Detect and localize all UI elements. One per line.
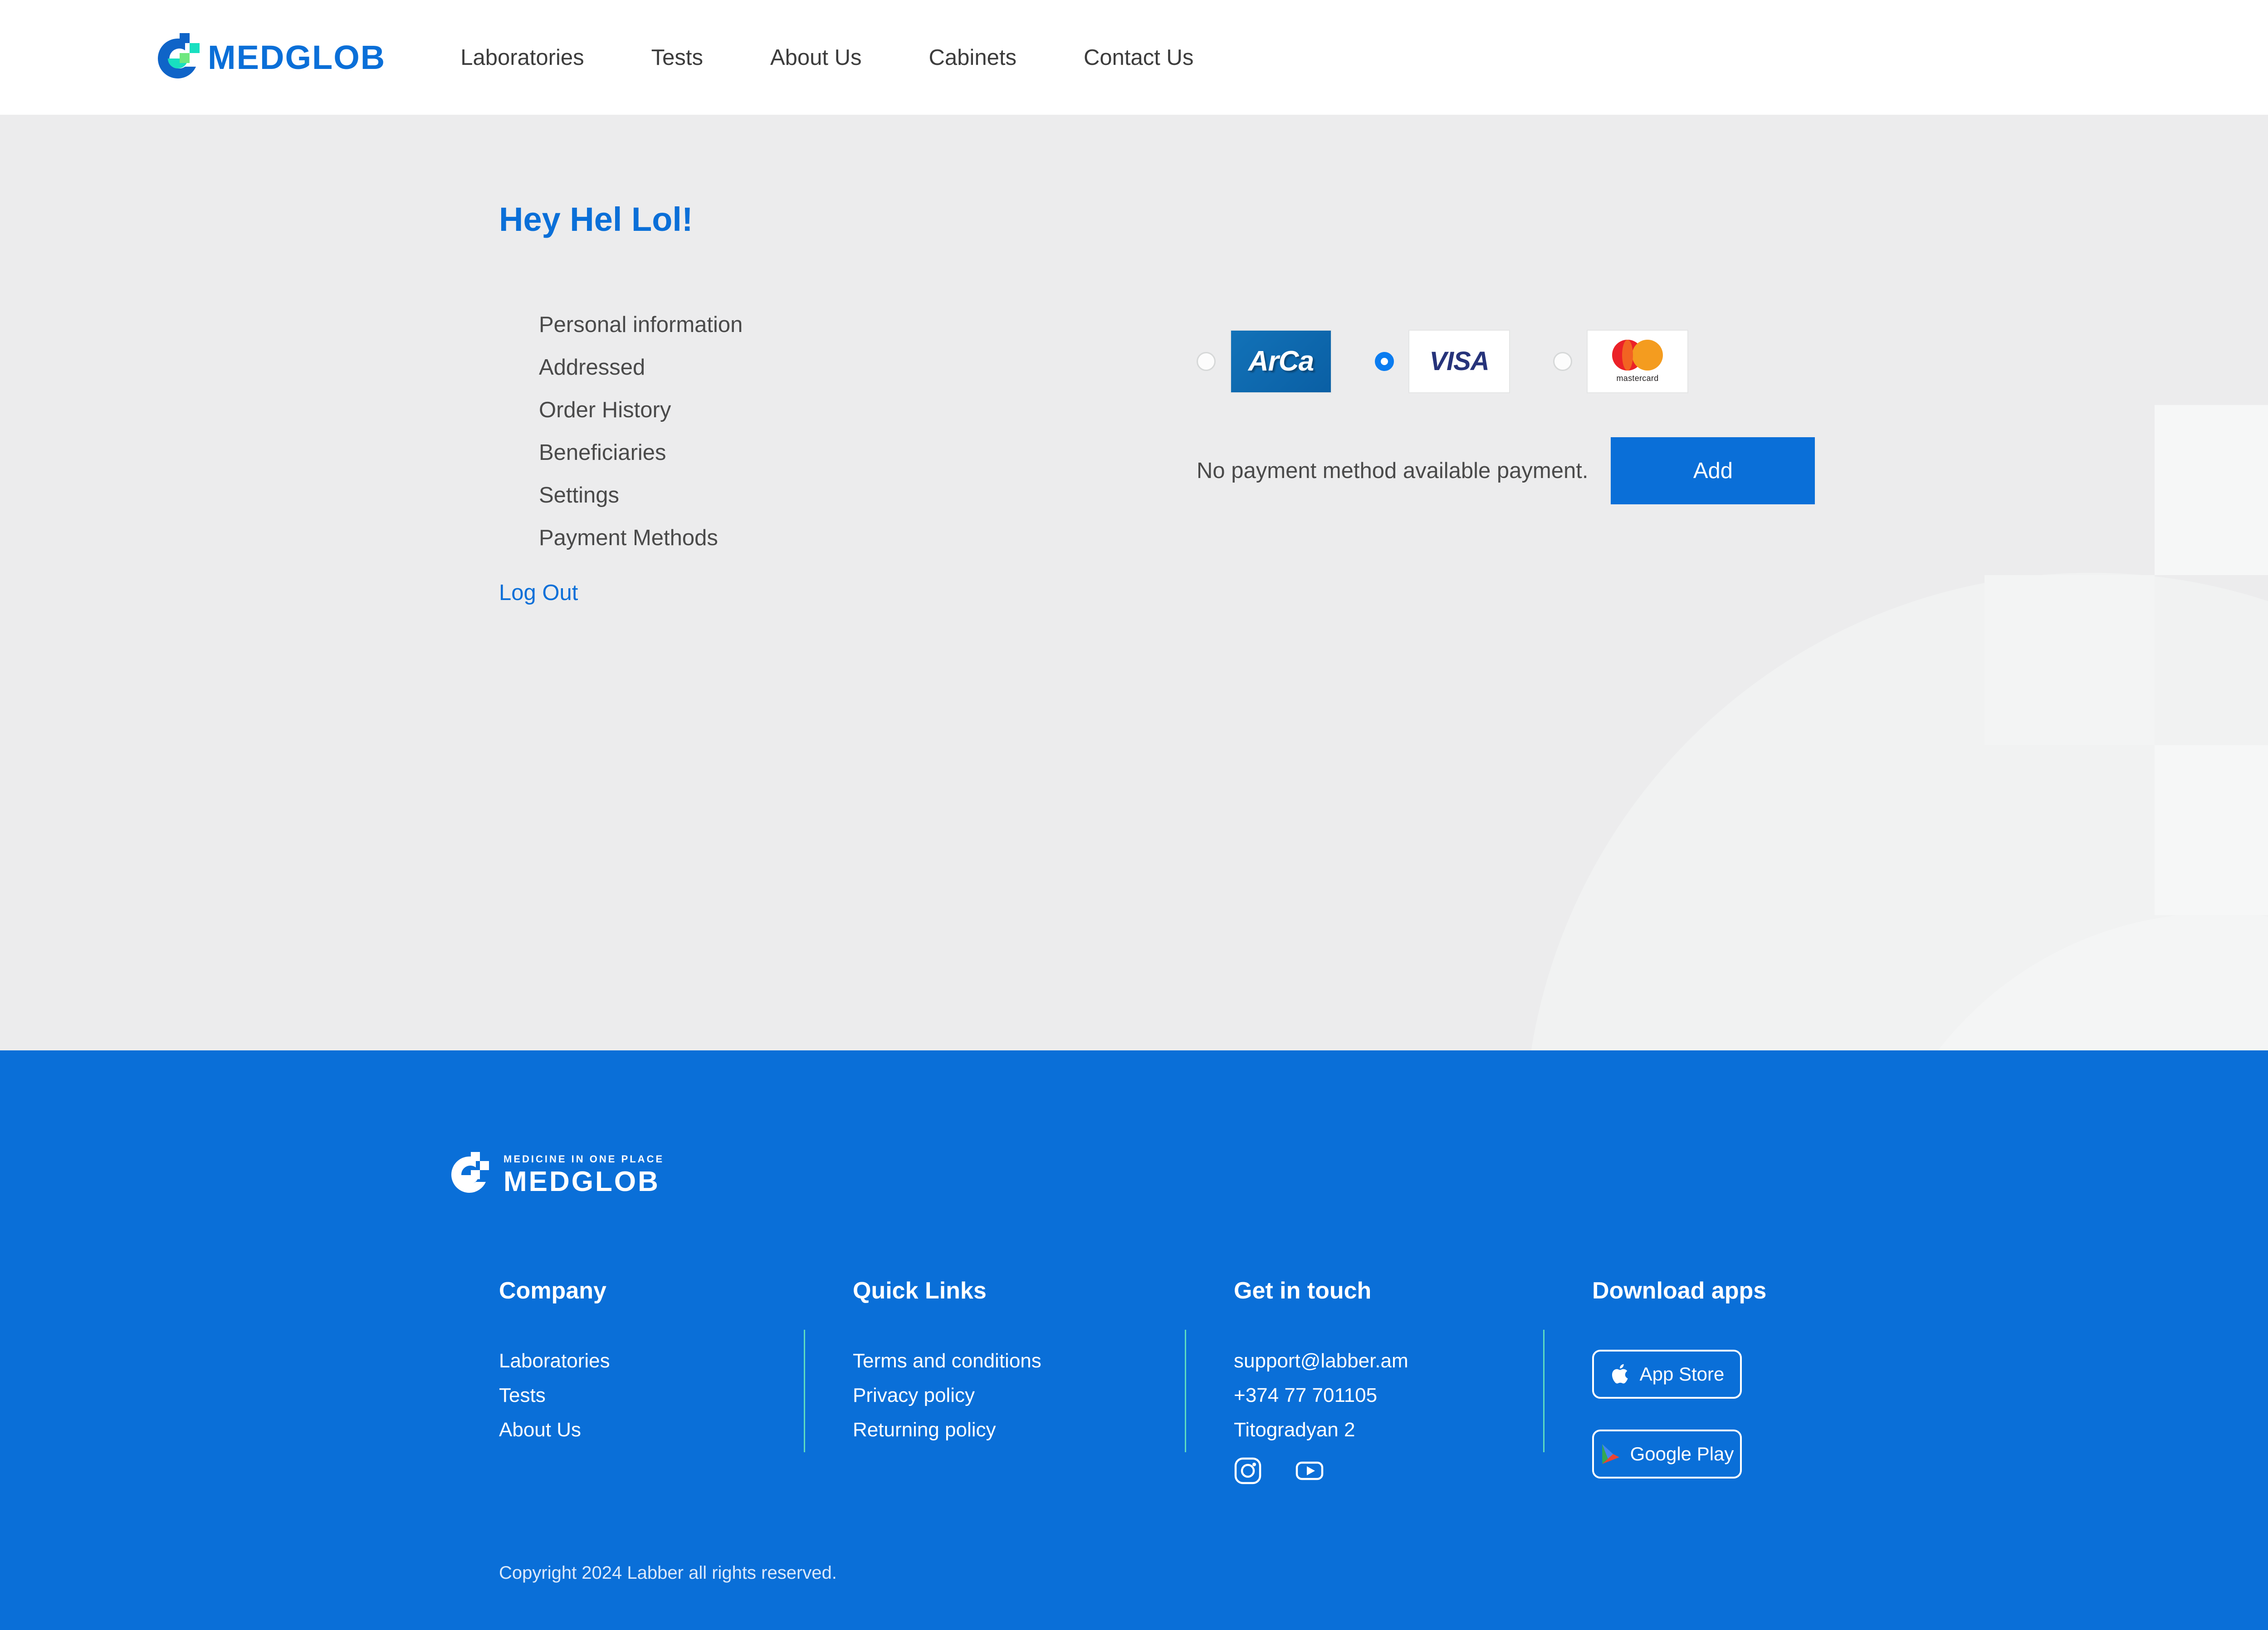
footer-socials — [1234, 1457, 1592, 1485]
google-play-label: Google Play — [1630, 1443, 1734, 1464]
footer-column-get-in-touch: Get in touch support@labber.am +374 77 7… — [1185, 1277, 1592, 1509]
payment-option-arca[interactable]: ArCa — [1197, 330, 1332, 393]
main-content: Hey Hel Lol! Personal information Addres… — [0, 115, 2268, 1050]
page-title: Hey Hel Lol! — [499, 200, 693, 238]
add-payment-button[interactable]: Add — [1611, 437, 1815, 504]
footer-email-link[interactable]: support@labber.am — [1234, 1350, 1408, 1372]
payment-method-options: ArCa VISA — [1197, 330, 1815, 393]
nav-item-contact-us[interactable]: Contact Us — [1083, 45, 1194, 70]
app-store-button[interactable]: App Store — [1592, 1350, 1742, 1399]
sidebar-item-addressed[interactable]: Addressed — [539, 355, 645, 380]
mastercard-card-icon[interactable]: mastercard — [1587, 330, 1688, 393]
footer-logo[interactable]: MEDICINE IN ONE PLACE MEDGLOB — [445, 1050, 2268, 1199]
arca-card-icon[interactable]: ArCa — [1230, 330, 1332, 393]
footer-column-download-apps: Download apps App Store — [1543, 1277, 1864, 1509]
nav-item-tests[interactable]: Tests — [651, 45, 703, 70]
visa-card-icon[interactable]: VISA — [1408, 330, 1510, 393]
youtube-icon[interactable] — [1295, 1457, 1324, 1485]
radio-mastercard[interactable] — [1553, 352, 1572, 371]
footer-heading-get-in-touch: Get in touch — [1234, 1278, 1372, 1304]
radio-visa[interactable] — [1375, 352, 1394, 371]
footer-column-company: Company Laboratories Tests About Us — [499, 1277, 853, 1509]
footer-phone-link[interactable]: +374 77 701105 — [1234, 1384, 1378, 1406]
medglob-logo-icon — [445, 1150, 494, 1199]
footer-link-privacy-policy[interactable]: Privacy policy — [853, 1384, 975, 1406]
footer-heading-company: Company — [499, 1278, 606, 1304]
footer-address: Titogradyan 2 — [1234, 1419, 1355, 1441]
footer-separator — [1543, 1330, 1545, 1452]
footer-heading-download-apps: Download apps — [1592, 1278, 1767, 1304]
header-logo-text: MEDGLOB — [208, 38, 386, 76]
payment-empty-row: No payment method available payment. Add — [1197, 437, 1815, 504]
app-store-label: App Store — [1639, 1363, 1725, 1385]
nav-item-laboratories[interactable]: Laboratories — [460, 45, 584, 70]
main-nav: Laboratories Tests About Us Cabinets Con… — [460, 40, 1193, 75]
footer-columns: Company Laboratories Tests About Us Quic… — [499, 1277, 2268, 1509]
radio-arca[interactable] — [1197, 352, 1216, 371]
mastercard-card-label: mastercard — [1616, 374, 1659, 383]
account-side-menu: Personal information Addressed Order His… — [499, 303, 925, 605]
footer-logo-tagline: MEDICINE IN ONE PLACE — [503, 1153, 665, 1165]
payment-methods-panel: ArCa VISA — [1197, 303, 1815, 605]
header-logo[interactable]: MEDGLOB — [150, 30, 386, 85]
footer-logo-text: MEDGLOB — [503, 1166, 660, 1197]
footer-separator — [804, 1330, 805, 1452]
logout-link[interactable]: Log Out — [499, 581, 578, 605]
sidebar-item-beneficiaries[interactable]: Beneficiaries — [539, 440, 666, 465]
footer-column-quick-links: Quick Links Terms and conditions Privacy… — [804, 1277, 1234, 1509]
arca-card-label: ArCa — [1248, 346, 1314, 377]
sidebar-item-order-history[interactable]: Order History — [539, 398, 671, 422]
payment-option-mastercard[interactable]: mastercard — [1553, 330, 1688, 393]
mastercard-circles-icon — [1612, 340, 1663, 371]
footer-link-terms-and-conditions[interactable]: Terms and conditions — [853, 1350, 1041, 1372]
footer-separator — [1185, 1330, 1186, 1452]
apple-icon — [1612, 1364, 1628, 1384]
sidebar-item-payment-methods[interactable]: Payment Methods — [539, 526, 718, 550]
footer-link-laboratories[interactable]: Laboratories — [499, 1350, 610, 1372]
footer-link-tests[interactable]: Tests — [499, 1384, 546, 1406]
footer-link-returning-policy[interactable]: Returning policy — [853, 1419, 996, 1441]
site-header: MEDGLOB Laboratories Tests About Us Cabi… — [0, 0, 2268, 115]
nav-item-about-us[interactable]: About Us — [770, 45, 862, 70]
deco-square — [2155, 745, 2268, 915]
sidebar-item-settings[interactable]: Settings — [539, 483, 620, 508]
footer-link-about-us[interactable]: About Us — [499, 1419, 581, 1441]
deco-arc-large — [1524, 573, 2268, 1050]
instagram-icon[interactable] — [1234, 1457, 1262, 1485]
visa-card-label: VISA — [1429, 346, 1489, 376]
deco-arc-small — [1864, 913, 2268, 1050]
sidebar-item-personal-information[interactable]: Personal information — [539, 312, 743, 337]
site-footer: MEDICINE IN ONE PLACE MEDGLOB Company La… — [0, 1050, 2268, 1630]
google-play-icon — [1602, 1444, 1619, 1464]
medglob-logo-icon — [150, 30, 205, 85]
payment-option-visa[interactable]: VISA — [1375, 330, 1510, 393]
google-play-button[interactable]: Google Play — [1592, 1430, 1742, 1479]
footer-heading-quick-links: Quick Links — [853, 1278, 987, 1304]
nav-item-cabinets[interactable]: Cabinets — [929, 45, 1017, 70]
footer-copyright: Copyright 2024 Labber all rights reserve… — [499, 1563, 837, 1583]
payment-empty-message: No payment method available payment. — [1197, 459, 1589, 483]
